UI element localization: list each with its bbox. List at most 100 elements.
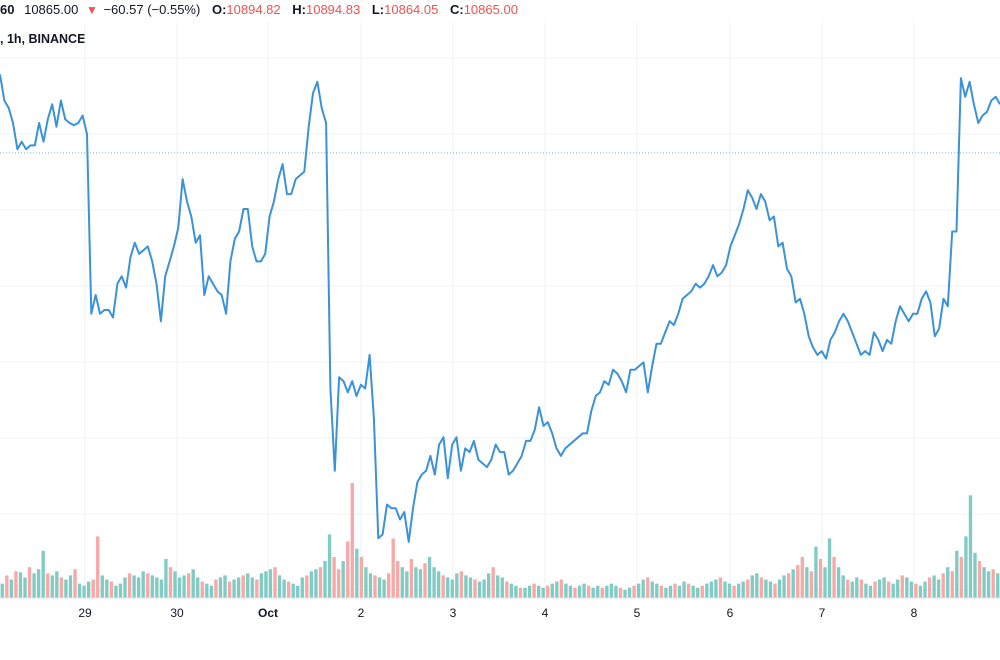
volume-bar	[714, 579, 718, 598]
volume-bar	[886, 581, 891, 598]
volume-bar	[627, 587, 632, 598]
open-label: O:	[211, 2, 227, 17]
volume-bar	[173, 571, 177, 598]
symbol-label[interactable]: 60	[0, 2, 15, 17]
volume-bar	[836, 567, 841, 598]
volume-bar	[718, 577, 723, 598]
volume-bar	[796, 565, 800, 598]
volume-bar	[309, 571, 314, 598]
volume-bar	[246, 573, 250, 598]
volume-bar	[568, 585, 573, 598]
volume-bar	[832, 556, 836, 598]
volume-bar	[296, 585, 300, 598]
volume-bar	[414, 567, 418, 598]
volume-bar	[805, 567, 809, 598]
volume-bar	[159, 579, 164, 598]
volume-bar	[32, 573, 36, 598]
volume-bar	[64, 579, 68, 598]
volume-bar	[114, 585, 118, 598]
volume-bar	[909, 581, 914, 598]
volume-bar	[205, 583, 209, 599]
volume-bar	[150, 575, 154, 598]
volume-bar	[809, 571, 814, 598]
volume-bar	[473, 579, 477, 598]
volume-bar	[600, 587, 604, 598]
volume-bar	[386, 573, 391, 598]
volume-bar	[50, 575, 54, 598]
volume-bar	[959, 556, 964, 598]
volume-bar	[332, 556, 336, 598]
volume-bar	[18, 572, 23, 598]
volume-bar	[523, 587, 527, 598]
volume-bar	[950, 571, 954, 598]
volume-bar	[841, 575, 845, 598]
volume-bar	[900, 575, 904, 598]
volume-bar	[91, 579, 95, 598]
volume-bar	[346, 541, 350, 598]
volume-bar	[877, 579, 882, 598]
volume-bar	[777, 579, 782, 598]
volume-bar	[177, 577, 182, 598]
volume-bar	[486, 573, 491, 598]
volume-bar	[355, 548, 359, 598]
volume-bar	[532, 583, 536, 599]
volume-bar	[973, 552, 977, 598]
volume-bar	[182, 575, 186, 598]
volume-bar	[723, 581, 727, 598]
volume-bar	[41, 550, 45, 598]
volume-bar	[464, 575, 468, 598]
volume-bar	[186, 573, 191, 598]
volume-bar	[100, 575, 104, 598]
volume-bar	[846, 579, 850, 598]
volume-bar	[391, 538, 395, 598]
volume-bar	[441, 575, 445, 598]
volume-bar	[405, 571, 409, 598]
high-label: H:	[292, 2, 306, 17]
x-tick-label: 29	[78, 606, 92, 620]
volume-bar	[477, 581, 482, 598]
volume-bar	[946, 567, 950, 598]
volume-bar	[727, 583, 732, 599]
volume-bar	[436, 571, 441, 598]
volume-bar	[982, 567, 986, 598]
volume-bar	[82, 585, 86, 598]
volume-bar	[377, 577, 382, 598]
volume-bar	[823, 567, 827, 598]
volume-bar	[855, 577, 859, 598]
volume-bar	[700, 585, 704, 598]
volume-bar	[509, 583, 514, 599]
volume-bar	[941, 573, 945, 598]
volume-bar	[773, 583, 777, 599]
volume-bar	[932, 575, 936, 598]
volume-bar	[273, 567, 277, 598]
high-value: 10894.83	[305, 2, 361, 17]
volume-bar	[255, 579, 259, 598]
volume-bar	[127, 573, 132, 598]
volume-bar	[282, 579, 286, 598]
volume-bar	[277, 575, 282, 598]
volume-bar	[77, 583, 82, 599]
volume-bar	[964, 536, 968, 598]
volume-bar	[305, 575, 309, 598]
volume-bar	[227, 581, 232, 598]
volume-bar	[527, 585, 532, 598]
volume-bar	[814, 546, 818, 598]
volume-bar	[582, 583, 586, 599]
volume-bar	[482, 579, 486, 598]
volume-bar	[632, 585, 636, 598]
volume-bar	[691, 585, 695, 598]
volume-bar	[14, 571, 18, 598]
x-tick-label: 5	[634, 606, 641, 620]
volume-bar	[623, 589, 627, 598]
volume-bar	[396, 561, 400, 598]
volume-bar	[786, 573, 791, 598]
volume-bar	[450, 579, 454, 598]
volume-bars	[0, 483, 1000, 599]
volume-bar	[659, 585, 664, 598]
volume-bar	[682, 581, 686, 598]
volume-bar	[673, 583, 677, 599]
volume-bar	[382, 579, 386, 598]
volume-bar	[996, 573, 1000, 598]
volume-bar	[791, 569, 795, 598]
